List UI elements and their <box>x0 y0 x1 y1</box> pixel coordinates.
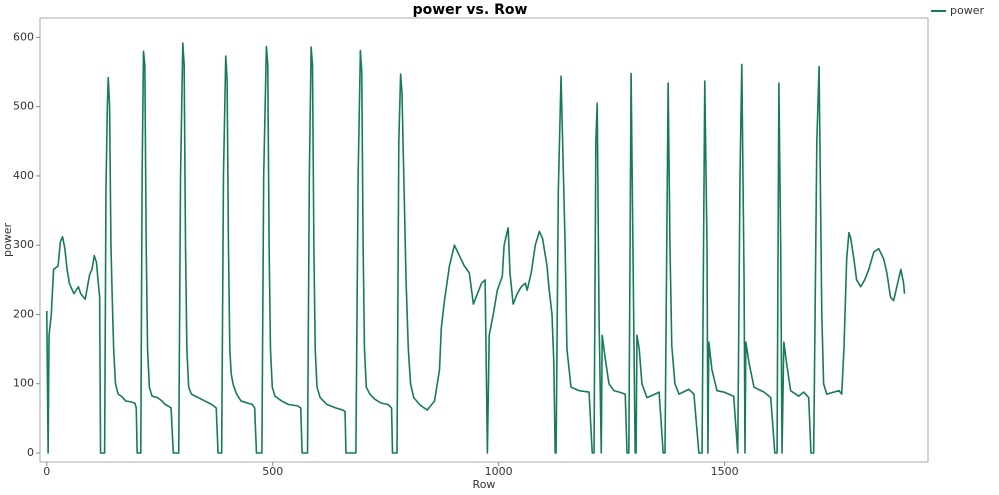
y-tick-label: 0 <box>27 446 34 459</box>
legend-label: power <box>950 4 984 17</box>
y-tick-label: 300 <box>13 238 34 251</box>
y-tick-label: 600 <box>13 30 34 43</box>
y-axis-label: power <box>1 223 14 257</box>
plot-frame <box>39 17 929 463</box>
chart-title: power vs. Row <box>413 2 528 18</box>
y-tick-label: 100 <box>13 377 34 390</box>
x-tick-label: 0 <box>43 465 50 478</box>
x-axis-label: Row <box>473 478 496 491</box>
y-tick-label: 400 <box>13 169 34 182</box>
y-tick-label: 500 <box>13 100 34 113</box>
y-tick-label: 200 <box>13 307 34 320</box>
line <box>45 42 906 454</box>
x-tick-label: 1500 <box>711 465 739 478</box>
x-tick-label: 500 <box>262 465 283 478</box>
x-tick-label: 1000 <box>485 465 513 478</box>
